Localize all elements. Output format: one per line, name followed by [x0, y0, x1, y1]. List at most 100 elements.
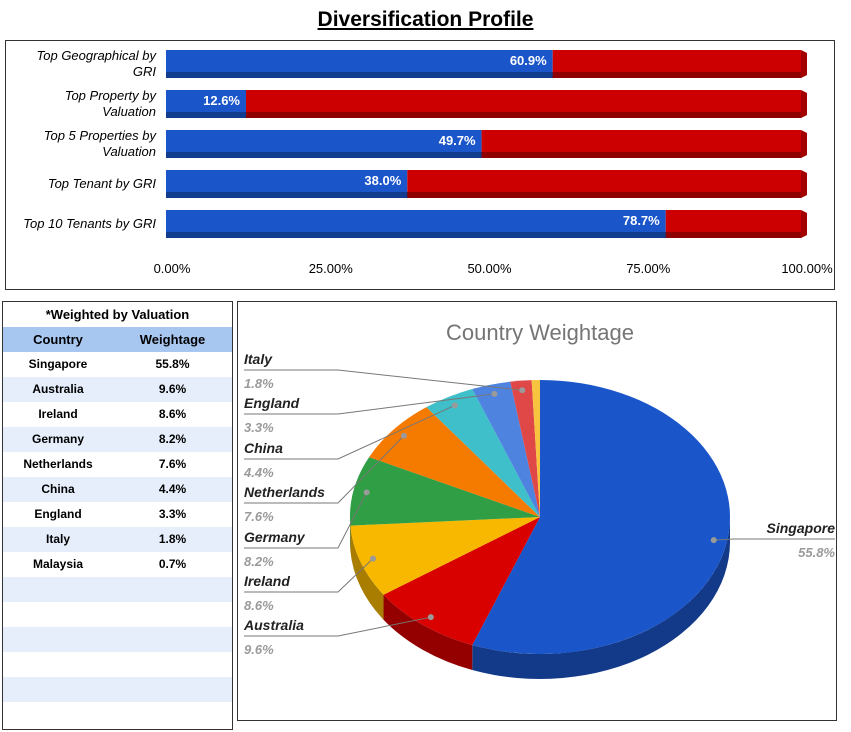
table-cell-weightage: 0.7% — [158, 557, 187, 571]
table-row: Australia 9.6% — [3, 377, 232, 402]
bar-segment-side — [801, 170, 807, 198]
pie-slice-label: Netherlands — [244, 484, 325, 500]
pie-label-group: Ireland 8.6% — [244, 555, 377, 613]
table-cell-weightage: 8.6% — [158, 407, 187, 421]
x-tick-label: 100.00% — [781, 261, 833, 276]
bar-chart: Top Geographical by GRI Top Property by Val… — [23, 48, 833, 276]
table-cell-weightage: 4.4% — [158, 482, 187, 496]
bar-category-label: Top 10 Tenants by GRI — [23, 216, 156, 231]
pie-slice-side — [472, 517, 730, 679]
pie-slice-side — [350, 525, 384, 620]
x-tick-label: 25.00% — [309, 261, 354, 276]
pie-slice — [383, 517, 540, 646]
bar-segment-edge — [166, 152, 482, 158]
bar-segment-edge — [166, 112, 247, 118]
pie-leader-line — [713, 538, 835, 541]
pie-leader-dot — [400, 432, 407, 439]
pie-leader-line — [244, 393, 495, 415]
bar-segment — [166, 170, 408, 192]
page-title: Diversification Profile — [317, 8, 534, 31]
pie-label-group: England 3.3% — [244, 390, 498, 435]
table-row: Italy 1.8% — [3, 527, 232, 552]
table-cell-weightage: 8.2% — [158, 432, 187, 446]
table-empty-row — [3, 677, 232, 702]
bar-category-label: Top Geographical by GRI — [37, 48, 158, 79]
pie-slice-label: China — [244, 440, 283, 456]
bar-segment — [246, 90, 801, 112]
pie-slice-value: 8.2% — [244, 554, 274, 569]
x-tick-label: 50.00% — [467, 261, 512, 276]
country-weightage-table: *Weighted by Valuation Country Weightage… — [2, 301, 233, 730]
bar-category-label: Top Property by Valuation — [65, 88, 158, 119]
table-empty-row — [3, 627, 232, 652]
pie-slice-value: 55.8% — [798, 545, 835, 560]
pie-slice-label: Ireland — [244, 573, 290, 589]
bar-data-label: 60.9% — [510, 53, 547, 68]
pie-leader-line — [244, 492, 368, 549]
pie-label-group: China 4.4% — [243, 402, 458, 480]
table-cell-country: China — [41, 482, 75, 496]
pie-leader-dot — [710, 537, 717, 544]
pie-slice — [472, 380, 731, 654]
bar-segment-edge — [246, 112, 801, 118]
pie-label-group: Italy 1.8% — [244, 351, 526, 394]
table-header-weightage: Weightage — [139, 332, 206, 347]
bar-segment-edge — [407, 192, 801, 198]
pie-label-group: Australia 9.6% — [243, 614, 434, 657]
table-cell-country: England — [34, 507, 82, 521]
pie-leader-dot — [427, 614, 434, 621]
bar-data-label: 38.0% — [364, 173, 401, 188]
bar-segment-edge — [552, 72, 801, 78]
table-caption: *Weighted by Valuation — [45, 307, 190, 322]
pie-label-group: Germany 8.2% — [244, 489, 370, 569]
pie-slice-label: England — [244, 395, 300, 411]
pie-label-group: Singapore 55.8% — [710, 520, 836, 560]
table-row: Ireland 8.6% — [3, 402, 232, 427]
bar-segment — [166, 130, 482, 152]
pie-slice-label: Singapore — [767, 520, 836, 536]
pie-slice-value: 3.3% — [244, 420, 274, 435]
bar-segment — [166, 90, 247, 112]
table-row: England 3.3% — [3, 502, 232, 527]
pie-slice — [350, 457, 540, 526]
table-cell-country: Italy — [45, 532, 70, 546]
pie-leader-dot — [370, 555, 377, 562]
table-cell-country: Australia — [32, 382, 84, 396]
table-cell-country: Singapore — [28, 357, 88, 371]
table-row: China 4.4% — [3, 477, 232, 502]
table-row: Malaysia 0.7% — [3, 552, 232, 577]
pie-leader-line — [244, 616, 431, 637]
pie-slice-value: 4.4% — [243, 465, 274, 480]
pie-leader-line — [244, 435, 405, 504]
table-cell-country: Ireland — [38, 407, 78, 421]
pie-leader-dot — [451, 402, 458, 409]
table-empty-row — [3, 652, 232, 677]
bar-segment — [481, 130, 801, 152]
pie-slice-value: 1.8% — [244, 376, 274, 391]
pie-leader-dot — [519, 387, 526, 394]
pie-leader-line — [244, 404, 456, 460]
table-cell-country: Germany — [31, 432, 85, 446]
pie-slice-label: Italy — [244, 351, 273, 367]
table-cell-country: Netherlands — [23, 457, 93, 471]
table-empty-row — [3, 702, 232, 727]
bar-segment-edge — [665, 232, 801, 238]
table-row: Netherlands 7.6% — [3, 452, 232, 477]
bar-segment-edge — [166, 72, 553, 78]
pie-slice — [472, 381, 540, 517]
bar-segment — [552, 50, 801, 72]
bar-segment — [166, 50, 553, 72]
pie-slice — [510, 380, 540, 517]
bar-data-label: 12.6% — [203, 93, 240, 108]
bar-segment — [665, 210, 801, 232]
pie-chart-title: Country Weightage — [446, 320, 634, 345]
table-cell-weightage: 9.6% — [158, 382, 187, 396]
bar-segment-edge — [481, 152, 801, 158]
table-header-row: Country Weightage — [3, 327, 232, 352]
pie-slice-value: 8.6% — [244, 598, 274, 613]
pie-slice-value: 7.6% — [244, 509, 274, 524]
bar-data-label: 78.7% — [623, 213, 660, 228]
table-header-country: Country — [33, 332, 83, 347]
table-cell-weightage: 7.6% — [158, 457, 187, 471]
bar-chart-panel: Top Geographical by GRI Top Property by Val… — [5, 40, 835, 290]
